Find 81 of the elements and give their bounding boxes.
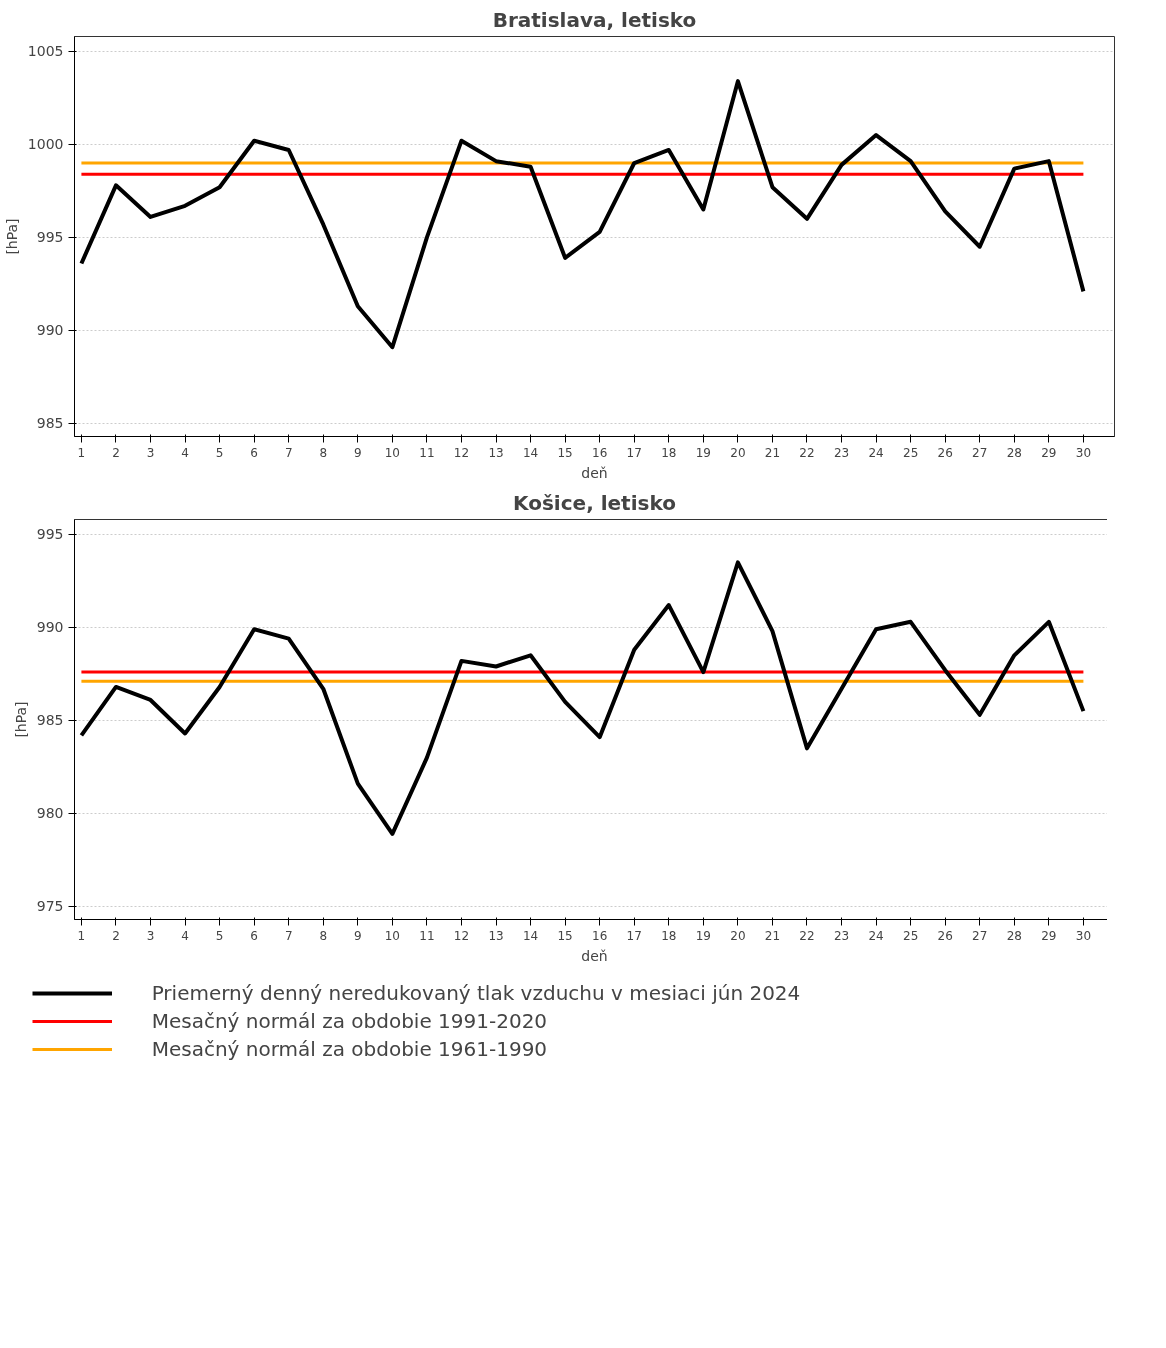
x-tick-label: 29 [1041, 928, 1057, 943]
y-tick-label: 990 [36, 619, 64, 636]
x-tick-label: 28 [1006, 928, 1022, 943]
legend-label: Mesačný normál za obdobie 1991-2020 [151, 1009, 548, 1033]
y-tick-label: 975 [36, 898, 64, 915]
x-tick-label: 25 [903, 445, 919, 460]
x-tick-label: 11 [419, 928, 435, 943]
x-tick-label: 9 [354, 445, 362, 460]
x-tick-label: 12 [453, 928, 470, 943]
x-tick-label: 22 [799, 928, 815, 943]
x-tick-label: 2 [112, 928, 120, 943]
x-tick-label: 19 [695, 928, 711, 943]
x-tick-label: 10 [384, 445, 401, 460]
line-series [79, 560, 1086, 836]
x-tick-label: 30 [1075, 928, 1092, 943]
x-tick-label: 14 [522, 445, 539, 460]
x-tick-label: 2 [112, 445, 120, 460]
x-tick-label: 7 [284, 445, 293, 460]
x-tick-label: 21 [764, 928, 781, 943]
x-tick-label: 27 [972, 928, 988, 943]
y-axis-title: [hPa] [3, 218, 20, 255]
x-tick-label: 24 [868, 445, 884, 460]
x-tick-label: 17 [626, 445, 642, 460]
y-tick-label: 980 [36, 805, 64, 822]
x-tick-label: 16 [592, 445, 608, 460]
x-tick-label: 16 [592, 928, 608, 943]
x-tick-label: 29 [1041, 445, 1057, 460]
y-tick-label: 1005 [27, 43, 64, 60]
x-tick-label: 18 [661, 928, 677, 943]
chart-title: Košice, letisko [513, 490, 676, 515]
x-tick-label: 3 [146, 445, 155, 460]
x-tick-label: 26 [937, 928, 953, 943]
x-tick-label: 19 [695, 445, 711, 460]
y-tick-label: 985 [36, 415, 64, 432]
x-tick-label: 27 [972, 445, 988, 460]
x-tick-label: 21 [764, 445, 781, 460]
x-tick-label: 30 [1075, 445, 1092, 460]
x-tick-label: 4 [181, 928, 189, 943]
x-tick-label: 9 [354, 928, 362, 943]
x-tick-label: 15 [557, 928, 573, 943]
y-tick-label: 985 [36, 712, 64, 729]
x-tick-label: 1 [77, 445, 86, 460]
x-tick-label: 18 [661, 445, 677, 460]
x-tick-label: 7 [284, 928, 293, 943]
x-tick-label: 6 [250, 445, 258, 460]
x-tick-label: 4 [181, 445, 189, 460]
y-tick-label: 1000 [27, 136, 64, 153]
x-tick-label: 8 [319, 928, 328, 943]
x-tick-label: 5 [215, 928, 224, 943]
x-tick-label: 25 [903, 928, 919, 943]
x-tick-label: 20 [730, 928, 746, 943]
x-tick-label: 20 [730, 445, 746, 460]
x-tick-label: 5 [215, 445, 224, 460]
x-tick-label: 13 [488, 928, 504, 943]
x-tick-label: 1 [77, 928, 86, 943]
x-tick-label: 24 [868, 928, 884, 943]
x-tick-label: 22 [799, 445, 815, 460]
y-tick-label: 995 [36, 229, 64, 246]
x-tick-label: 26 [937, 445, 953, 460]
x-tick-label: 6 [250, 928, 258, 943]
x-tick-label: 28 [1006, 445, 1022, 460]
x-axis-title: deň [581, 947, 608, 964]
y-axis-title: [hPa] [12, 701, 29, 738]
x-tick-label: 23 [833, 445, 850, 460]
x-tick-label: 13 [488, 445, 504, 460]
line-series [79, 79, 1086, 350]
legend-label: Mesačný normál za obdobie 1961-1990 [151, 1037, 548, 1061]
x-tick-label: 10 [384, 928, 401, 943]
y-tick-label: 990 [36, 322, 64, 339]
x-tick-label: 23 [833, 928, 850, 943]
x-tick-label: 11 [419, 445, 435, 460]
x-tick-label: 14 [522, 928, 539, 943]
y-tick-label: 995 [36, 526, 64, 543]
x-tick-label: 3 [146, 928, 155, 943]
legend-label: Priemerný denný neredukovaný tlak vzduchu v mesiaci jún 2024 [151, 981, 801, 1005]
x-axis-title: deň [581, 464, 608, 481]
x-tick-label: 8 [319, 445, 328, 460]
chart-title: Bratislava, letisko [492, 7, 697, 32]
x-tick-label: 17 [626, 928, 642, 943]
x-tick-label: 12 [453, 445, 470, 460]
x-tick-label: 15 [557, 445, 573, 460]
